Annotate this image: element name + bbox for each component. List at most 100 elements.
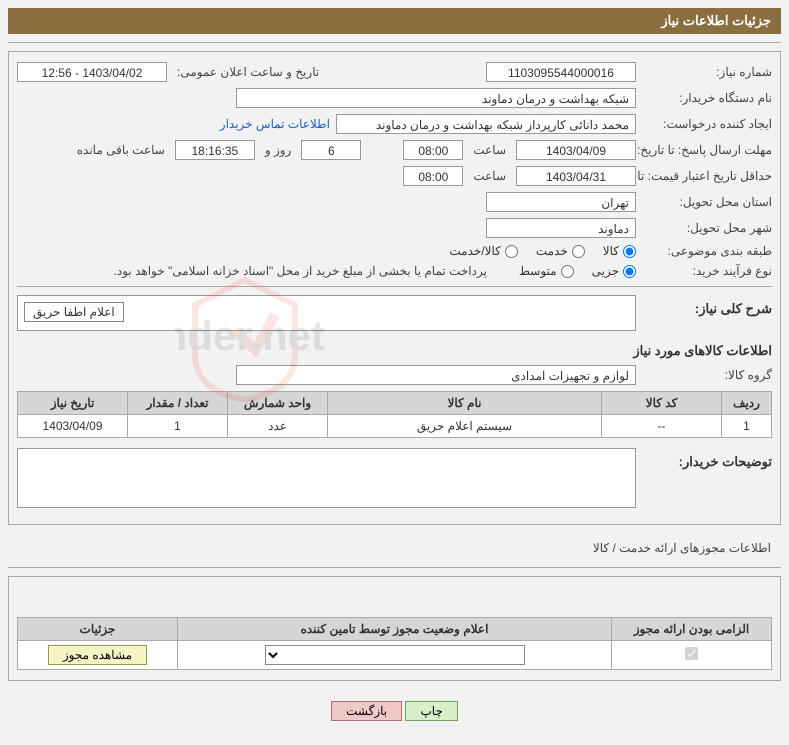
th-unit: واحد شمارش xyxy=(228,392,328,415)
goods-table-header-row: ردیف کد کالا نام کالا واحد شمارش تعداد /… xyxy=(18,392,772,415)
mandatory-checkbox xyxy=(685,647,698,660)
desc-box: اعلام اطفا حریق xyxy=(17,295,636,331)
radio-jozi-input[interactable] xyxy=(623,265,636,278)
radio-khedmat[interactable]: خدمت xyxy=(536,244,585,258)
days-remain: 6 xyxy=(301,140,361,160)
goods-section-title: اطلاعات کالاهای مورد نیاز xyxy=(17,337,772,365)
announce-value: 1403/04/02 - 12:56 xyxy=(17,62,167,82)
process-label: نوع فرآیند خرید: xyxy=(642,264,772,278)
back-button[interactable]: بازگشت xyxy=(331,701,402,721)
category-label: طبقه بندی موضوعی: xyxy=(642,244,772,258)
page-title: جزئیات اطلاعات نیاز xyxy=(661,13,771,28)
license-panel: الزامی بودن ارائه مجوز اعلام وضعیت مجوز … xyxy=(8,576,781,681)
license-header-row: الزامی بودن ارائه مجوز اعلام وضعیت مجوز … xyxy=(18,618,772,641)
license-row: مشاهده مجوز xyxy=(18,641,772,670)
group-value: لوازم و تجهیزات امدادی xyxy=(236,365,636,385)
row-need-number: شماره نیاز: 1103095544000016 تاریخ و ساع… xyxy=(17,62,772,82)
view-license-button[interactable]: مشاهده مجوز xyxy=(48,645,147,665)
radio-both[interactable]: کالا/خدمت xyxy=(449,244,517,258)
radio-jozi-label: جزیی xyxy=(592,264,619,278)
hours-remain: 18:16:35 xyxy=(175,140,255,160)
th-qty: تعداد / مقدار xyxy=(128,392,228,415)
radio-khedmat-input[interactable] xyxy=(572,245,585,258)
desc-tag: اعلام اطفا حریق xyxy=(24,302,124,322)
time-label-1: ساعت xyxy=(469,143,510,157)
radio-motavaset-label: متوسط xyxy=(519,264,557,278)
radio-kala[interactable]: کالا xyxy=(603,244,636,258)
radio-kala-input[interactable] xyxy=(623,245,636,258)
validity-date: 1403/04/31 xyxy=(516,166,636,186)
radio-motavaset-input[interactable] xyxy=(561,265,574,278)
radio-kala-label: کالا xyxy=(603,244,619,258)
need-no-value: 1103095544000016 xyxy=(486,62,636,82)
radio-both-input[interactable] xyxy=(505,245,518,258)
buyer-notes-label: توضیحات خریدار: xyxy=(642,448,772,476)
divider-3 xyxy=(8,567,781,568)
row-city: شهر محل تحویل: دماوند xyxy=(17,218,772,238)
goods-table-row: 1 -- سیستم اعلام حریق عدد 1 1403/04/09 xyxy=(18,415,772,438)
row-description: شرح کلی نیاز: اعلام اطفا حریق xyxy=(17,295,772,331)
need-no-label: شماره نیاز: xyxy=(642,65,772,79)
desc-label: شرح کلی نیاز: xyxy=(642,295,772,323)
buyer-org-value: شبکه بهداشت و درمان دماوند xyxy=(236,88,636,108)
deadline-date: 1403/04/09 xyxy=(516,140,636,160)
th-name: نام کالا xyxy=(328,392,602,415)
license-section-label: اطلاعات مجوزهای ارائه خدمت / کالا xyxy=(8,537,781,559)
time-label-2: ساعت xyxy=(469,169,510,183)
row-group: گروه کالا: لوازم و تجهیزات امدادی xyxy=(17,365,772,385)
divider-2 xyxy=(17,286,772,287)
radio-motavaset[interactable]: متوسط xyxy=(519,264,574,278)
lth-mandatory: الزامی بودن ارائه مجوز xyxy=(612,618,772,641)
goods-table: ردیف کد کالا نام کالا واحد شمارش تعداد /… xyxy=(17,391,772,438)
row-province: استان محل تحویل: تهران xyxy=(17,192,772,212)
row-category: طبقه بندی موضوعی: کالا خدمت کالا/خدمت xyxy=(17,244,772,258)
radio-both-label: کالا/خدمت xyxy=(449,244,500,258)
td-qty: 1 xyxy=(128,415,228,438)
print-button[interactable]: چاپ xyxy=(405,701,457,721)
th-date: تاریخ نیاز xyxy=(18,392,128,415)
td-code: -- xyxy=(602,415,722,438)
deadline-label: مهلت ارسال پاسخ: تا تاریخ: xyxy=(642,143,772,157)
ltd-mandatory xyxy=(612,641,772,670)
payment-note: پرداخت تمام یا بخشی از مبلغ خرید از محل … xyxy=(114,264,487,278)
main-panel: شماره نیاز: 1103095544000016 تاریخ و ساع… xyxy=(8,51,781,525)
th-code: کد کالا xyxy=(602,392,722,415)
th-row: ردیف xyxy=(722,392,772,415)
radio-khedmat-label: خدمت xyxy=(536,244,568,258)
license-table: الزامی بودن ارائه مجوز اعلام وضعیت مجوز … xyxy=(17,617,772,670)
province-label: استان محل تحویل: xyxy=(642,195,772,209)
buyer-contact-link[interactable]: اطلاعات تماس خریدار xyxy=(220,117,330,131)
ltd-status xyxy=(178,641,612,670)
days-word: روز و xyxy=(261,143,296,157)
buyer-notes-box xyxy=(17,448,636,508)
row-deadline: مهلت ارسال پاسخ: تا تاریخ: 1403/04/09 سا… xyxy=(17,140,772,160)
announce-label: تاریخ و ساعت اعلان عمومی: xyxy=(173,65,323,79)
remain-suffix: ساعت باقی مانده xyxy=(73,143,169,157)
deadline-time: 08:00 xyxy=(403,140,463,160)
row-requester: ایجاد کننده درخواست: محمد دانائی کارپردا… xyxy=(17,114,772,134)
lth-status: اعلام وضعیت مجوز توسط تامین کننده xyxy=(178,618,612,641)
row-validity: حداقل تاریخ اعتبار قیمت: تا تاریخ: 1403/… xyxy=(17,166,772,186)
td-name: سیستم اعلام حریق xyxy=(328,415,602,438)
bottom-actions: چاپ بازگشت xyxy=(8,693,781,729)
row-process: نوع فرآیند خرید: جزیی متوسط پرداخت تمام … xyxy=(17,264,772,278)
city-value: دماوند xyxy=(486,218,636,238)
td-unit: عدد xyxy=(228,415,328,438)
buyer-org-label: نام دستگاه خریدار: xyxy=(642,91,772,105)
radio-jozi[interactable]: جزیی xyxy=(592,264,636,278)
td-row: 1 xyxy=(722,415,772,438)
city-label: شهر محل تحویل: xyxy=(642,221,772,235)
page-title-bar: جزئیات اطلاعات نیاز xyxy=(8,8,781,34)
requester-value: محمد دانائی کارپرداز شبکه بهداشت و درمان… xyxy=(336,114,636,134)
lth-detail: جزئیات xyxy=(18,618,178,641)
td-date: 1403/04/09 xyxy=(18,415,128,438)
group-label: گروه کالا: xyxy=(642,368,772,382)
divider xyxy=(8,42,781,43)
validity-time: 08:00 xyxy=(403,166,463,186)
row-buyer-org: نام دستگاه خریدار: شبکه بهداشت و درمان د… xyxy=(17,88,772,108)
status-select[interactable] xyxy=(265,645,525,665)
row-buyer-notes: توضیحات خریدار: xyxy=(17,448,772,508)
validity-label: حداقل تاریخ اعتبار قیمت: تا تاریخ: xyxy=(642,169,772,183)
province-value: تهران xyxy=(486,192,636,212)
requester-label: ایجاد کننده درخواست: xyxy=(642,117,772,131)
